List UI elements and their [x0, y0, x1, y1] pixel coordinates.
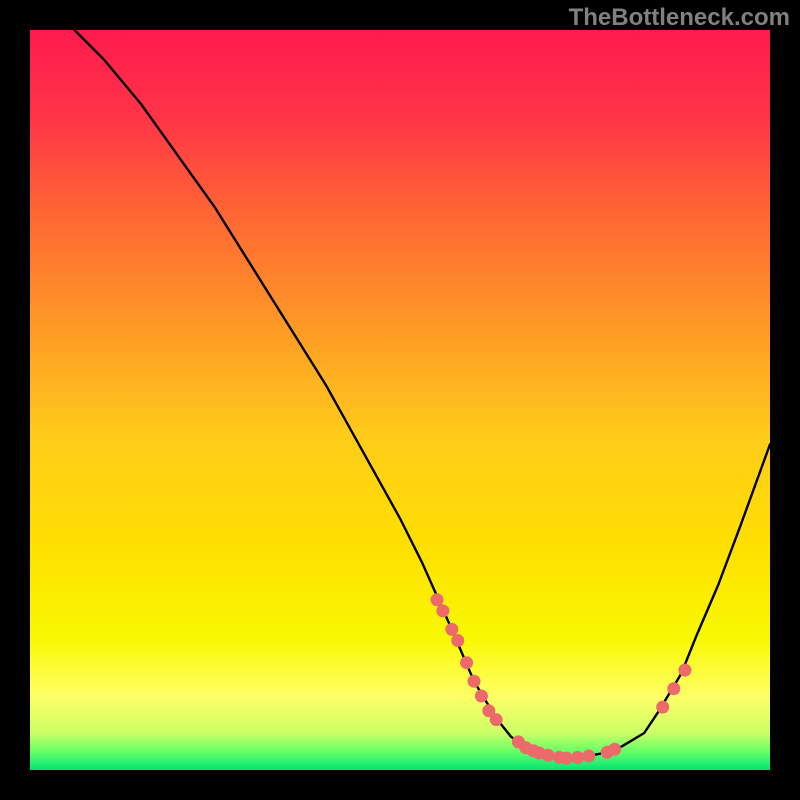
data-marker	[561, 752, 573, 764]
data-marker	[572, 751, 584, 763]
data-marker	[609, 743, 621, 755]
data-marker	[431, 594, 443, 606]
data-marker	[679, 664, 691, 676]
data-marker	[452, 635, 464, 647]
gradient-background	[30, 30, 770, 770]
data-marker	[475, 690, 487, 702]
data-marker	[657, 701, 669, 713]
watermark-label: TheBottleneck.com	[569, 4, 790, 32]
data-marker	[668, 683, 680, 695]
data-marker	[542, 749, 554, 761]
data-marker	[490, 714, 502, 726]
data-marker	[446, 623, 458, 635]
data-marker	[437, 605, 449, 617]
chart-svg	[0, 0, 800, 800]
data-marker	[583, 750, 595, 762]
data-marker	[461, 657, 473, 669]
data-marker	[468, 675, 480, 687]
chart-stage: { "canvas": { "width": 800, "height": 80…	[0, 0, 800, 800]
